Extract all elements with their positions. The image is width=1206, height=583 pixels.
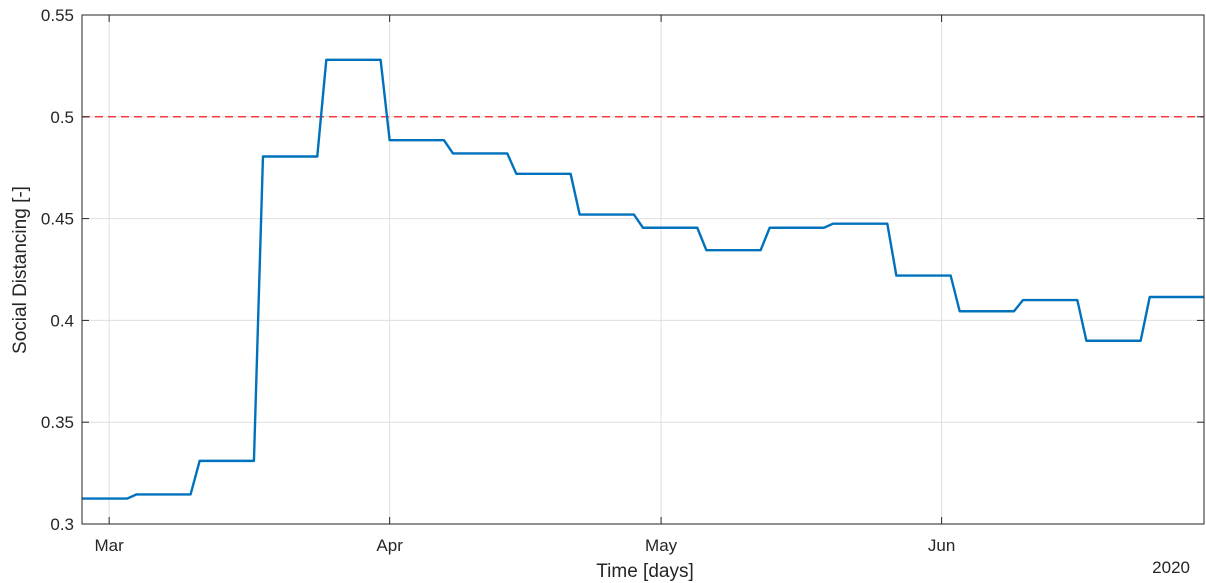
y-ticks: 0.3 0.35 0.4 0.45 0.5 0.55 [41, 6, 1204, 534]
x-tick-label: Apr [376, 536, 403, 555]
x-tick-label: Mar [95, 536, 125, 555]
y-tick-label: 0.35 [41, 413, 74, 432]
x-ticks: Mar Apr May Jun [95, 15, 955, 555]
x-tick-label: Jun [928, 536, 955, 555]
series-line [82, 58, 1204, 500]
y-tick-label: 0.55 [41, 6, 74, 25]
plot-frame [81, 14, 1205, 525]
y-tick-label: 0.4 [50, 311, 74, 330]
y-tick-label: 0.3 [50, 515, 74, 534]
x-tick-label: May [645, 536, 678, 555]
y-tick-label: 0.45 [41, 210, 74, 229]
series-group [82, 58, 1204, 500]
y-tick-label: 0.5 [50, 108, 74, 127]
y-axis-label: Social Distancing [-] [10, 186, 31, 354]
x-axis-label: Time [days] [596, 561, 694, 582]
year-label: 2020 [1152, 558, 1190, 577]
